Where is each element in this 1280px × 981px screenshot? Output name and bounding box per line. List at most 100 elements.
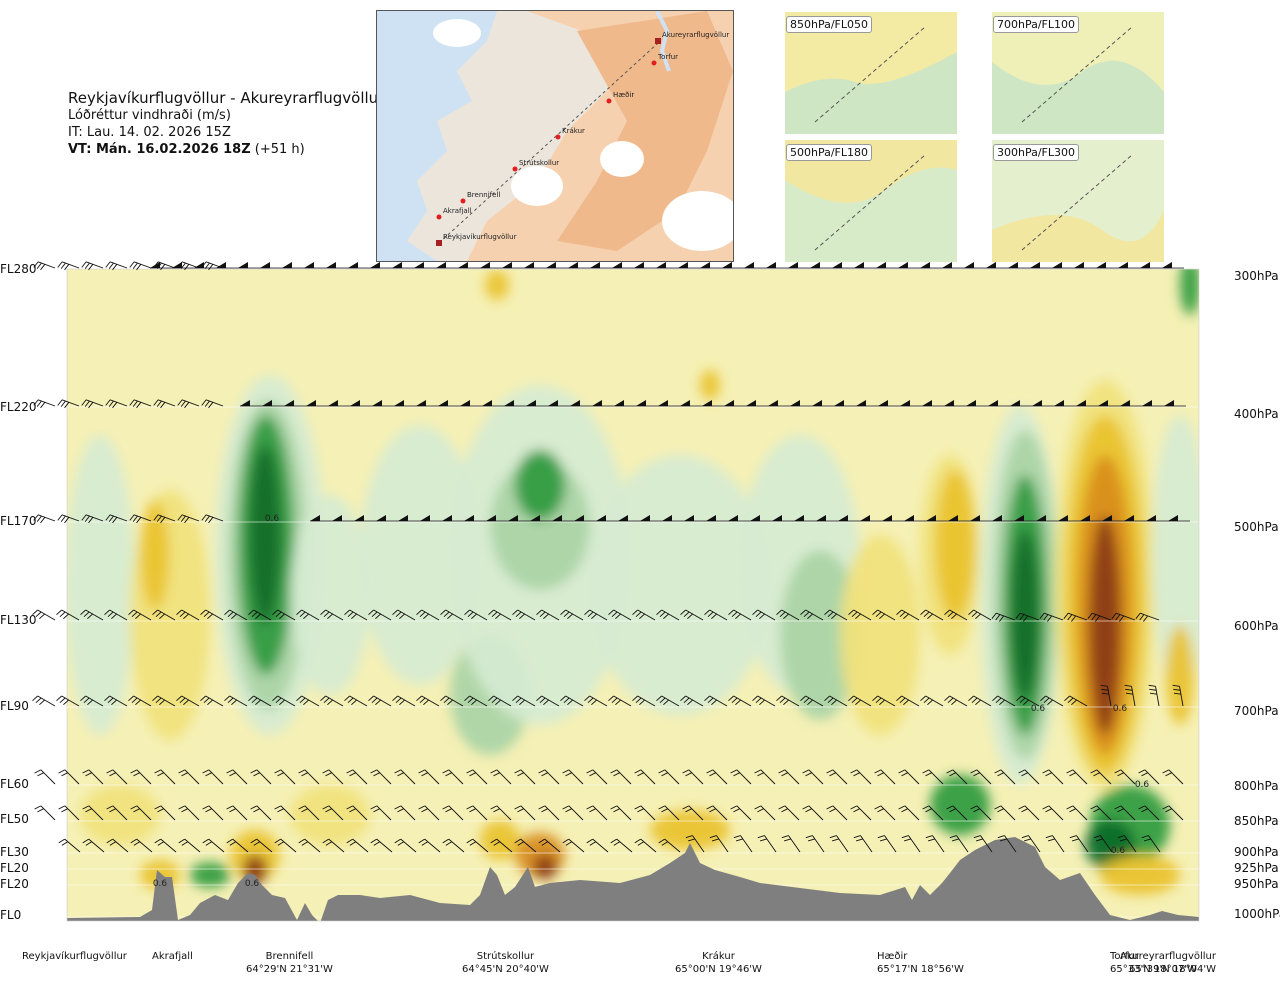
wind-barb-flag <box>1173 692 1181 695</box>
wind-barb-flag <box>208 402 214 409</box>
wind-barb-pennant <box>700 262 710 268</box>
wind-barb-flag <box>587 697 594 704</box>
hpa-label: 300hPa <box>1234 269 1279 283</box>
wind-barb-shaft <box>160 838 177 853</box>
wind-barb-flag <box>829 835 837 839</box>
wind-barb-flag <box>827 611 834 618</box>
wind-barb-flag <box>1042 805 1050 810</box>
wind-barb-pennant <box>948 515 958 521</box>
wind-barb-pennant <box>854 262 864 268</box>
wind-barb-flag <box>371 611 378 618</box>
wind-barb-shaft <box>1045 695 1064 707</box>
wind-barb-flag <box>253 841 260 846</box>
wind-barb-shaft <box>637 695 656 707</box>
wind-barb-flag <box>35 611 42 618</box>
wind-barb-flag <box>298 769 306 774</box>
station-label: Akureyrarflugvöllur 65°39'N 18°04'W <box>1120 950 1216 976</box>
wind-barb-flag <box>541 808 548 813</box>
wind-barb-flag <box>81 261 87 268</box>
wind-barb-flag <box>903 699 909 706</box>
wind-barb-shaft <box>229 609 248 621</box>
contour-label: 0.6 <box>245 879 260 889</box>
wind-barb-flag <box>466 838 473 844</box>
wind-barb-flag <box>968 695 974 702</box>
wind-barb-flag <box>159 699 165 706</box>
wind-barb-flag <box>180 400 186 407</box>
wind-barb-pennant <box>860 515 870 521</box>
wind-barb-flag <box>184 264 190 271</box>
wind-barb-shaft <box>976 805 992 821</box>
wind-barb-flag <box>155 611 162 618</box>
wind-barb-flag <box>152 695 158 702</box>
wind-barb-flag <box>181 808 188 813</box>
waypoint-label: Akureyrarflugvöllur <box>662 31 729 39</box>
wind-barb-shaft <box>232 769 248 785</box>
wind-barb-flag <box>112 402 118 409</box>
wind-barb-flag <box>591 699 597 706</box>
wind-barb-flag <box>59 611 66 618</box>
wind-barb-flag <box>803 611 810 618</box>
wind-barb-shaft <box>136 838 153 853</box>
wind-barb-flag <box>658 838 665 844</box>
station-name: Akureyrarflugvöllur <box>1120 951 1217 962</box>
wind-barb-flag <box>1090 769 1098 774</box>
wind-barb-flag <box>447 699 453 706</box>
wind-barb-flag <box>637 772 644 777</box>
wind-barb-pennant <box>706 515 716 521</box>
wind-barb-flag <box>925 808 932 813</box>
field-shading <box>780 550 860 720</box>
waypoint-label: Reykjavíkurflugvöllur <box>443 233 517 241</box>
fl-label: FL20 <box>0 861 29 875</box>
wind-barb-flag <box>1101 692 1109 695</box>
fl-label: FL130 <box>0 613 37 627</box>
wind-barb-shaft <box>157 399 176 407</box>
wind-barb-flag <box>301 808 308 813</box>
wind-barb-flag <box>683 697 690 704</box>
wind-barb-flag <box>1047 615 1053 622</box>
wind-barb-shaft <box>85 609 104 621</box>
wind-barb-flag <box>351 613 357 620</box>
wind-barb-flag <box>440 609 446 616</box>
wind-barb-flag <box>156 262 162 269</box>
field-shading <box>590 455 770 715</box>
wind-barb-flag <box>1093 808 1100 813</box>
wind-barb-flag <box>735 613 741 620</box>
wind-barb-shaft <box>1168 805 1184 821</box>
wind-barb-flag <box>129 261 135 268</box>
wind-barb-flag <box>132 400 138 407</box>
wind-barb-flag <box>658 769 666 774</box>
wind-barb-flag <box>325 841 332 846</box>
wind-barb-shaft <box>856 805 872 821</box>
wind-barb-shaft <box>181 261 200 269</box>
wind-barb-shaft <box>184 805 200 821</box>
waypoint-label: Strútskollur <box>519 159 559 167</box>
wind-barb-shaft <box>1179 686 1184 707</box>
wind-barb-shaft <box>472 838 489 853</box>
field-shading <box>1166 625 1194 725</box>
wind-barb-flag <box>899 697 906 704</box>
wind-barb-flag <box>421 841 428 846</box>
hpa-label: 600hPa <box>1234 619 1279 633</box>
wind-barb-pennant <box>636 400 646 406</box>
wind-barb-pennant <box>284 400 294 406</box>
wind-barb-flag <box>874 805 882 810</box>
wind-barb-flag <box>226 769 234 774</box>
wind-barb-flag <box>368 609 374 616</box>
wind-barb-pennant <box>596 515 606 521</box>
wind-barb-flag <box>877 835 885 839</box>
wind-barb-flag <box>973 835 981 839</box>
wind-barb-pennant <box>526 400 536 406</box>
waypoint-label: Brennifell <box>467 191 500 199</box>
wind-barb-pennant <box>1098 400 1108 406</box>
wind-barb-shaft <box>493 609 512 621</box>
wind-barb-flag <box>229 808 236 813</box>
wind-barb-flag <box>421 808 428 813</box>
wind-barb-flag <box>34 805 42 810</box>
wind-barb-flag <box>539 611 546 618</box>
wind-barb-flag <box>853 835 861 839</box>
wind-barb-flag <box>1095 838 1103 842</box>
wind-barb-flag <box>397 808 404 813</box>
wind-barb-shaft <box>616 838 633 853</box>
wind-barb-flag <box>685 835 693 839</box>
wind-barb-shaft <box>664 838 681 853</box>
